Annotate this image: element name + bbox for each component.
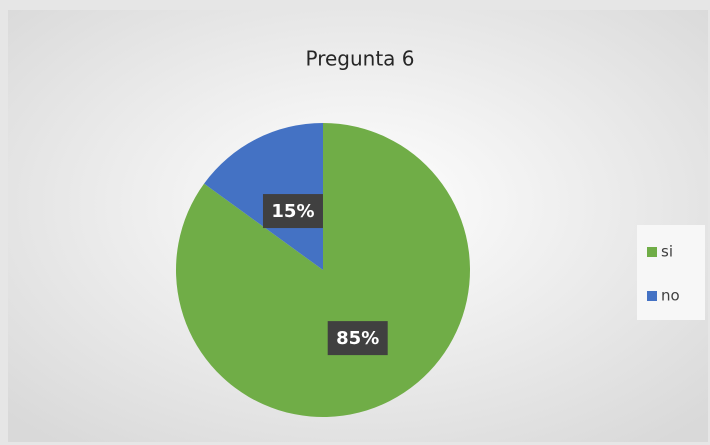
data-label-box — [327, 321, 388, 356]
chart-title: Pregunta 6 — [305, 47, 414, 71]
data-label-box — [262, 194, 323, 229]
pie-slice — [176, 123, 470, 417]
legend-swatch — [647, 247, 657, 257]
legend-swatch — [647, 291, 657, 301]
legend-box — [637, 225, 705, 320]
legend-label: si — [661, 243, 673, 261]
data-label: 85% — [336, 328, 379, 349]
data-label: 15% — [271, 201, 314, 222]
legend-label: no — [661, 287, 680, 305]
